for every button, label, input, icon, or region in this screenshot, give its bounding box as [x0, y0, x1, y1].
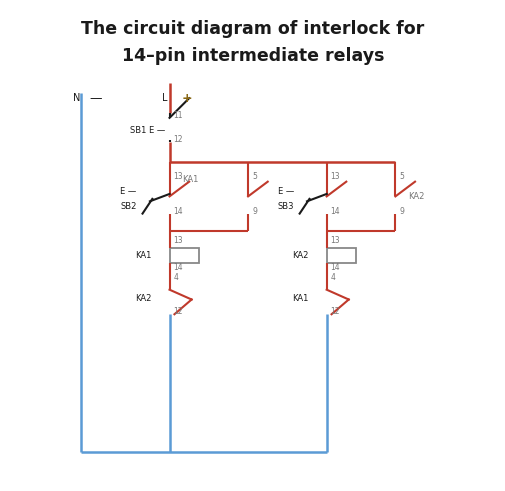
Text: +: + [181, 92, 192, 105]
Text: KA1: KA1 [292, 294, 308, 303]
Text: KA1: KA1 [181, 175, 198, 184]
Text: 9: 9 [251, 207, 257, 216]
Text: 14: 14 [173, 207, 183, 216]
Text: 13: 13 [330, 172, 339, 181]
Text: 4: 4 [173, 273, 178, 282]
Bar [169, 248, 198, 263]
Text: 11: 11 [173, 111, 183, 120]
Text: 13: 13 [173, 172, 183, 181]
Text: 13: 13 [330, 236, 339, 245]
Text: KA2: KA2 [292, 251, 308, 260]
Text: 12: 12 [330, 307, 339, 316]
Text: The circuit diagram of interlock for: The circuit diagram of interlock for [81, 20, 424, 38]
Text: 13: 13 [173, 236, 183, 245]
Text: L: L [162, 93, 167, 103]
Text: KA2: KA2 [407, 192, 423, 201]
Text: E —: E — [120, 187, 136, 196]
Text: KA2: KA2 [135, 294, 151, 303]
Text: 12: 12 [173, 136, 183, 144]
Text: N: N [72, 93, 80, 103]
Text: 5: 5 [398, 172, 403, 181]
Text: 14–pin intermediate relays: 14–pin intermediate relays [122, 47, 383, 65]
Text: SB2: SB2 [120, 202, 136, 211]
Text: 14: 14 [173, 263, 183, 272]
Text: KA1: KA1 [135, 251, 151, 260]
Text: 14: 14 [330, 207, 339, 216]
Text: 9: 9 [398, 207, 403, 216]
Text: —: — [89, 92, 102, 105]
Text: 4: 4 [330, 273, 335, 282]
Text: E —: E — [277, 187, 293, 196]
Bar [326, 248, 356, 263]
Text: 5: 5 [251, 172, 257, 181]
Text: 14: 14 [330, 263, 339, 272]
Text: SB1 E —: SB1 E — [130, 126, 165, 135]
Text: SB3: SB3 [277, 202, 293, 211]
Text: 12: 12 [173, 307, 183, 316]
